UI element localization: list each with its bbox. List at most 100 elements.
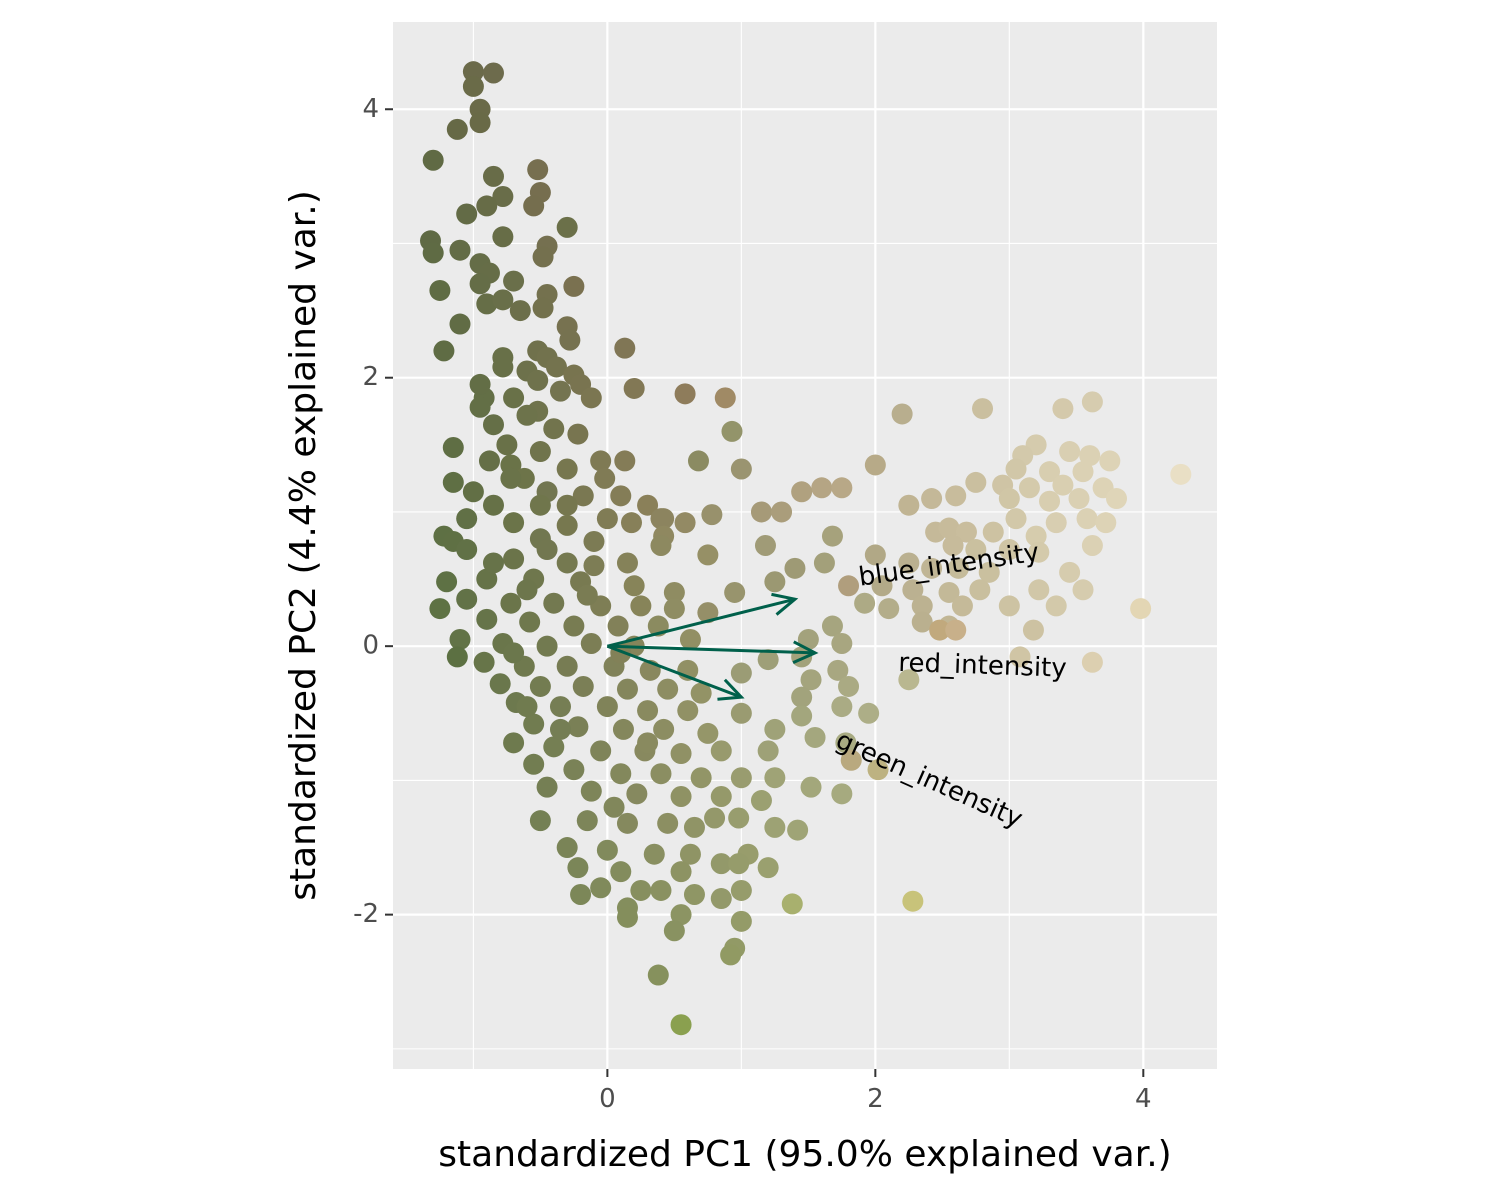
data-point (998, 539, 1020, 561)
data-point (556, 514, 578, 536)
data-point (791, 705, 813, 727)
axes: 0 2 4 -2 0 2 4 (353, 94, 1152, 1114)
data-point (596, 696, 618, 718)
data-point (679, 628, 701, 650)
data-point (791, 481, 813, 503)
data-point (616, 906, 638, 928)
data-point (687, 450, 709, 472)
y-tick-label: 0 (362, 631, 379, 661)
data-point (921, 557, 943, 579)
data-point (590, 740, 612, 762)
data-point (982, 521, 1004, 543)
data-point (469, 396, 491, 418)
data-point (750, 501, 772, 523)
y-tick-label: 4 (362, 94, 379, 124)
data-point (580, 780, 602, 802)
data-point (449, 628, 471, 650)
data-point (972, 398, 994, 420)
data-point (523, 753, 545, 775)
data-point (616, 812, 638, 834)
data-point (902, 579, 924, 601)
data-point (650, 763, 672, 785)
data-point (998, 595, 1020, 617)
data-point (446, 646, 468, 668)
x-tick-label: 0 (599, 1084, 616, 1114)
data-point (519, 611, 541, 633)
data-point (821, 525, 843, 547)
data-point (456, 588, 478, 610)
data-point (730, 910, 752, 932)
arrowhead (717, 678, 745, 701)
data-point (563, 615, 585, 637)
data-point (690, 682, 712, 704)
data-point (697, 544, 719, 566)
data-point (690, 767, 712, 789)
data-point (754, 535, 776, 556)
data-point (594, 467, 616, 489)
data-point (945, 485, 967, 507)
data-point (476, 293, 498, 315)
data-point (614, 450, 636, 472)
data-point (781, 893, 803, 915)
data-point (556, 458, 578, 480)
data-point (800, 669, 822, 691)
data-point (827, 659, 849, 681)
data-point (674, 512, 696, 534)
data-point (864, 454, 886, 476)
data-point (482, 414, 504, 436)
data-point (864, 544, 886, 566)
data-point (442, 437, 464, 459)
data-point (670, 743, 692, 765)
data-point (637, 700, 659, 722)
data-point (902, 890, 924, 912)
data-point (730, 662, 752, 684)
data-point (572, 675, 594, 697)
data-point (527, 369, 549, 391)
data-point (616, 678, 638, 700)
data-point (529, 675, 551, 697)
data-point (1018, 477, 1040, 499)
data-point (898, 494, 920, 516)
data-point (442, 471, 464, 493)
data-point (446, 118, 468, 140)
data-point (590, 450, 612, 472)
data-point (462, 75, 484, 97)
data-point (787, 819, 809, 841)
data-point (509, 300, 531, 322)
data-point (583, 530, 605, 552)
data-point (436, 571, 458, 593)
data-point (898, 552, 920, 574)
data-point (721, 420, 743, 442)
data-point (583, 555, 605, 577)
data-point (757, 740, 779, 762)
data-point (516, 696, 538, 718)
data-point (1095, 512, 1117, 534)
data-point (730, 702, 752, 724)
y-axis-title: standardized PC2 (4.4% explained var.) (283, 190, 324, 901)
data-point (630, 595, 652, 617)
data-point (911, 595, 933, 617)
data-point (804, 726, 826, 748)
data-point (1072, 461, 1094, 483)
data-point (683, 884, 705, 905)
data-point (942, 535, 964, 556)
data-point (456, 508, 478, 530)
data-point (603, 796, 625, 818)
data-point (791, 686, 813, 708)
data-point (492, 289, 514, 311)
data-point (764, 571, 786, 593)
x-axis-title: standardized PC1 (95.0% explained var.) (438, 1134, 1171, 1175)
data-point (871, 575, 893, 597)
data-point (503, 387, 525, 409)
data-point (697, 722, 719, 744)
data-point (503, 732, 525, 754)
data-point (637, 732, 659, 754)
data-point (1045, 512, 1067, 534)
data-point (549, 696, 571, 718)
data-point (938, 517, 960, 539)
data-point (1009, 646, 1031, 668)
loading-label-red_intensity: red_intensity (898, 648, 1067, 684)
data-point (750, 790, 772, 812)
data-point (757, 857, 779, 879)
data-point (704, 807, 726, 829)
